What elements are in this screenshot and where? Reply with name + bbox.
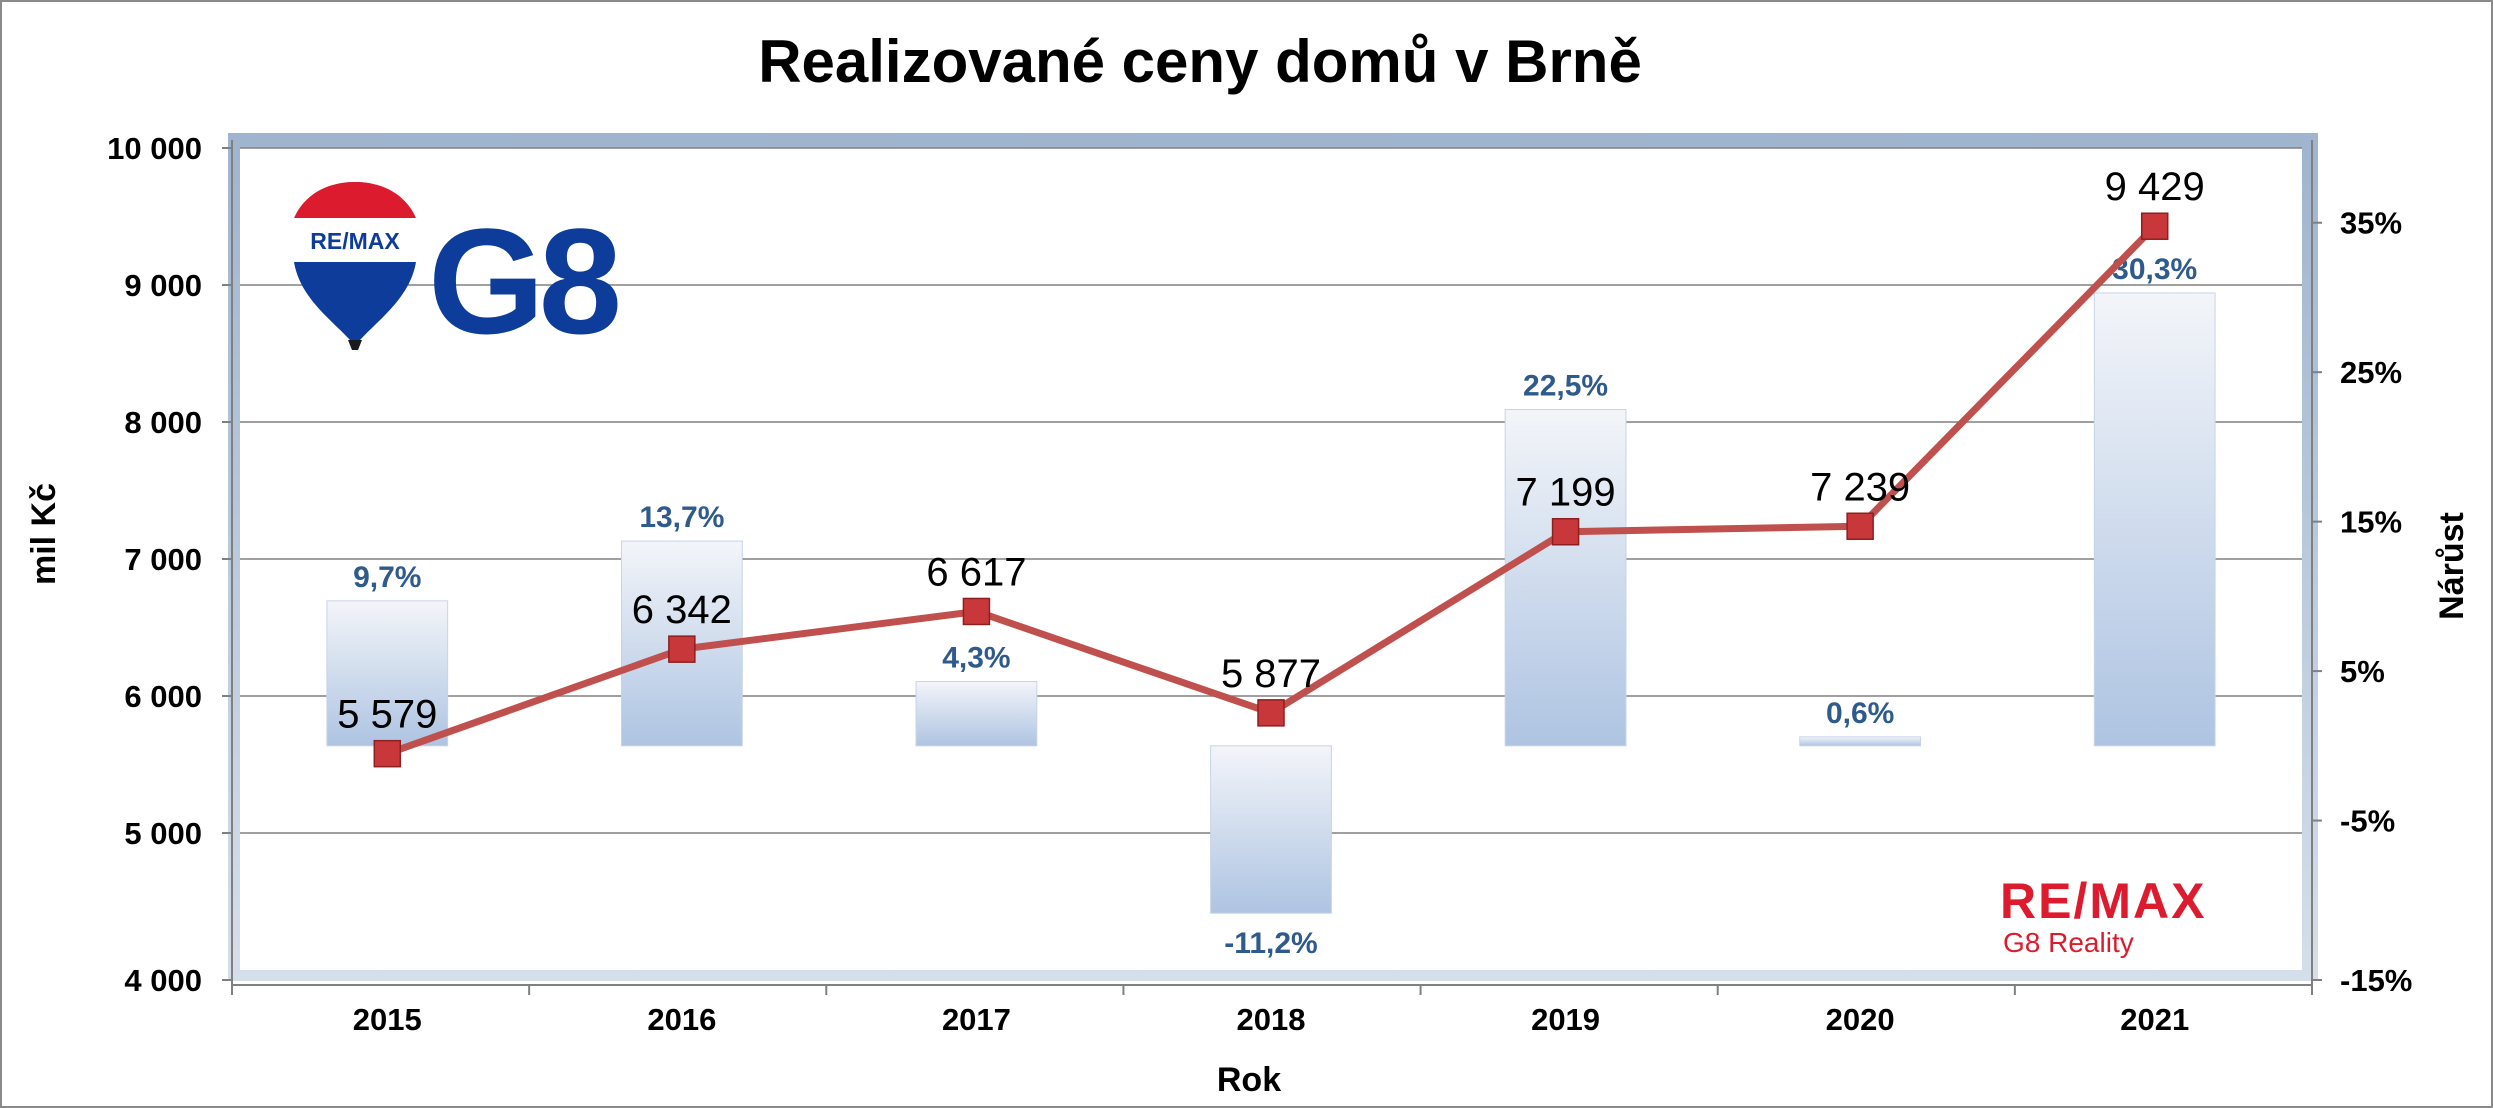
x-tick-label: 2021: [2120, 1002, 2189, 1037]
balloon-band: [290, 218, 420, 262]
gridlines: [240, 147, 2302, 834]
y-left-tick-label: 6 000: [124, 679, 202, 714]
x-tick-label: 2019: [1531, 1002, 1600, 1037]
remax-logo-subtext: G8 Reality: [2003, 927, 2134, 958]
balloon-basket: [348, 340, 362, 350]
y-left-tick-label: 4 000: [124, 963, 202, 998]
y-left-tick-label: 9 000: [124, 268, 202, 303]
y-left-tick-label: 7 000: [124, 542, 202, 577]
bar: [1504, 409, 1627, 747]
line-data-label: 6 617: [926, 550, 1026, 594]
bar-data-label: 13,7%: [639, 501, 724, 534]
bar-data-label: 9,7%: [353, 561, 421, 594]
line-data-label: 9 429: [2105, 165, 2205, 209]
x-tick-label: 2017: [942, 1002, 1011, 1037]
line-point: [962, 597, 991, 626]
remax-logo: RE/MAX G8 Reality: [2000, 873, 2206, 958]
line-point: [1551, 517, 1580, 546]
y-right-tick-label: 35%: [2340, 206, 2402, 241]
line-point: [1257, 699, 1285, 727]
y-left-tick-label: 8 000: [124, 405, 202, 440]
balloon-top: [291, 182, 419, 228]
remax-logo-text: RE/MAX: [2000, 873, 2206, 929]
y-axis-left-title: mil Kč: [25, 483, 63, 585]
line-point: [1846, 512, 1874, 541]
bar-series: 9,7%13,7%4,3%-11,2%22,5%0,6%30,3%: [326, 253, 2216, 960]
balloon-label: RE/MAX: [310, 228, 400, 254]
y-right-tick-label: -5%: [2340, 804, 2395, 839]
line-point: [373, 739, 402, 768]
x-tick-label: 2020: [1826, 1002, 1895, 1037]
y-right-tick-label: 15%: [2340, 505, 2402, 540]
y-left-tick-label: 5 000: [124, 816, 202, 851]
line-data-label: 5 877: [1221, 652, 1321, 696]
x-tick-label: 2016: [647, 1002, 716, 1037]
bar-data-label: 22,5%: [1523, 370, 1608, 403]
line-data-label: 5 579: [337, 693, 437, 737]
bar-data-label: -11,2%: [1224, 927, 1317, 960]
y-right-tick-label: 25%: [2340, 355, 2402, 390]
bar: [1799, 736, 1922, 747]
bar: [1210, 745, 1332, 914]
line-data-label: 6 342: [632, 588, 732, 632]
bar: [915, 681, 1038, 747]
axes: 4 000 5 000 6 000 7 000 8 000 9 000 10 000 -15%…: [107, 131, 2412, 1037]
line-point: [2140, 212, 2169, 240]
x-axis-title: Rok: [1217, 1061, 1281, 1099]
line-point: [668, 635, 696, 663]
y-right-tick-label: -15%: [2340, 963, 2412, 998]
y-axis-right-title: Nárůst: [2433, 512, 2471, 620]
bar: [2093, 292, 2216, 747]
bar-data-label: 4,3%: [942, 642, 1010, 675]
bar: [326, 600, 449, 747]
y-left-tick-label: 10 000: [107, 131, 202, 166]
line-data-label: 7 239: [1810, 465, 1910, 509]
g8-balloon-logo: RE/MAX G8: [290, 182, 624, 365]
line-data-label: 7 199: [1516, 471, 1616, 515]
x-tick-label: 2018: [1237, 1002, 1306, 1037]
bar-data-label: 0,6%: [1826, 697, 1894, 730]
g8-logo-text: G8: [428, 197, 618, 365]
line-series: 5 579 6 342 6 617 5 877 7 199 7 239 9 429: [337, 165, 2205, 768]
chart-title: Realizované ceny domů v Brně: [758, 28, 1642, 95]
y-right-tick-label: 5%: [2340, 654, 2385, 689]
x-tick-label: 2015: [353, 1002, 422, 1037]
